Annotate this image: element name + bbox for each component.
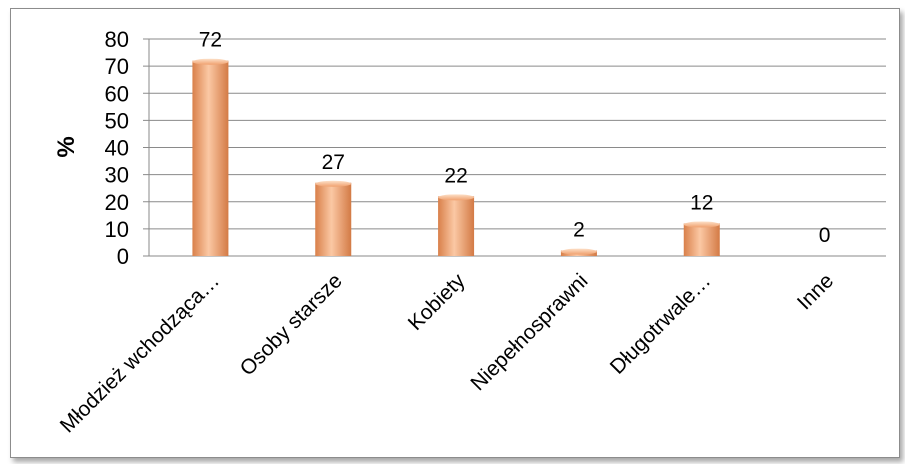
bar-cap — [560, 248, 597, 255]
category-label: Niepełnosprawni — [466, 269, 592, 395]
category-label: Inne — [793, 269, 838, 314]
y-tick-label: 40 — [105, 136, 129, 161]
data-label: 0 — [819, 224, 831, 247]
y-tick-label: 20 — [105, 190, 129, 215]
bar — [192, 60, 229, 257]
y-axis-title: % — [53, 136, 80, 157]
data-label: 72 — [199, 29, 222, 52]
bar-cap — [315, 180, 352, 187]
y-tick-label: 80 — [105, 27, 129, 52]
bar — [438, 196, 475, 256]
bar — [683, 223, 720, 256]
bar-cap — [438, 194, 475, 201]
y-tick-label: 50 — [105, 108, 129, 133]
bar-cap — [192, 58, 229, 65]
category-label: Młodzież wchodząca… — [56, 269, 224, 437]
y-tick-label: 60 — [105, 81, 129, 106]
y-tick-label: 0 — [117, 244, 129, 269]
y-tick-label: 70 — [105, 54, 129, 79]
data-label: 27 — [322, 151, 345, 174]
bar — [315, 182, 352, 256]
bars — [192, 58, 720, 257]
data-label: 22 — [444, 164, 467, 187]
gridlines — [148, 38, 886, 257]
bar-cap — [683, 221, 720, 228]
category-label: Kobiety — [404, 269, 470, 335]
x-axis-categories: Młodzież wchodząca… Osoby starsze KobietyN… — [56, 269, 838, 437]
data-label: 12 — [690, 191, 713, 214]
y-tick-label: 10 — [105, 217, 129, 242]
data-label: 2 — [573, 219, 585, 242]
category-label: Długotrwale… — [606, 269, 716, 379]
category-label: Osoby starsze — [236, 269, 347, 380]
chart-frame: 0 10 20 30 40 50 60 70 80 72 27 22 2 12 0 Młodzież wc… — [10, 8, 900, 458]
y-tick-label: 30 — [105, 163, 129, 188]
